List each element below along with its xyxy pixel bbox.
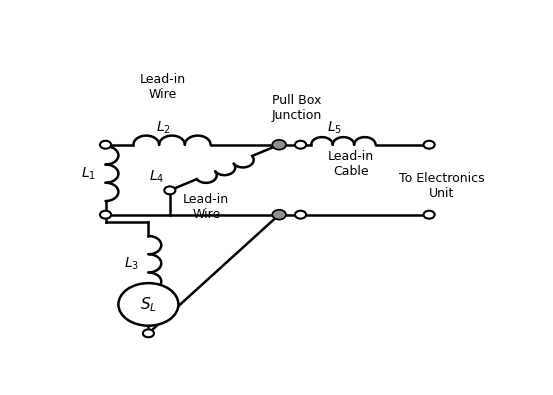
Circle shape bbox=[424, 211, 435, 219]
Text: Lead-in
Wire: Lead-in Wire bbox=[183, 193, 229, 221]
Circle shape bbox=[272, 210, 286, 220]
Text: $L_5$: $L_5$ bbox=[327, 120, 342, 136]
Circle shape bbox=[100, 211, 111, 219]
Circle shape bbox=[295, 211, 306, 219]
Circle shape bbox=[424, 141, 435, 149]
Text: To Electronics
Unit: To Electronics Unit bbox=[399, 172, 485, 200]
Text: $L_2$: $L_2$ bbox=[156, 120, 171, 136]
Text: $S_L$: $S_L$ bbox=[140, 295, 157, 314]
Text: Pull Box
Junction: Pull Box Junction bbox=[271, 94, 321, 122]
Text: Lead-in
Cable: Lead-in Cable bbox=[328, 150, 374, 178]
Text: $L_4$: $L_4$ bbox=[149, 168, 165, 185]
Text: $L_3$: $L_3$ bbox=[124, 255, 139, 271]
Circle shape bbox=[295, 141, 306, 149]
Circle shape bbox=[118, 283, 179, 326]
Circle shape bbox=[164, 186, 175, 194]
Circle shape bbox=[272, 140, 286, 150]
Circle shape bbox=[143, 329, 154, 337]
Circle shape bbox=[100, 141, 111, 149]
Text: $L_1$: $L_1$ bbox=[81, 166, 96, 182]
Text: Lead-in
Wire: Lead-in Wire bbox=[139, 73, 186, 101]
